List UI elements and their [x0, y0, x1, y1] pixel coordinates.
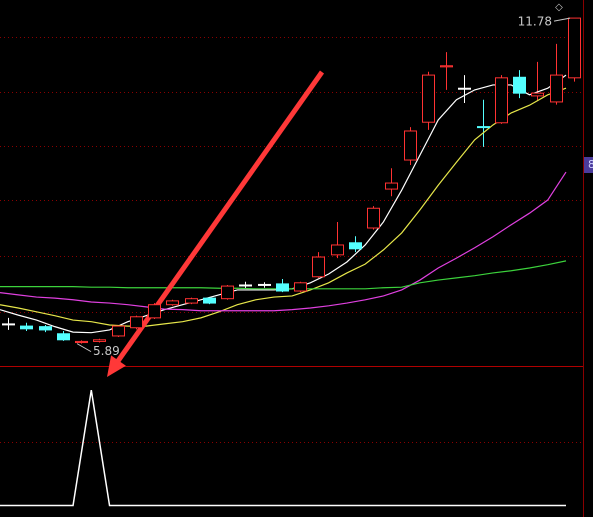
- moving-average-line: [0, 87, 567, 327]
- candle-body: [477, 126, 490, 129]
- candle-body: [495, 77, 508, 124]
- candle-body: [130, 316, 143, 329]
- annotation-layer: [107, 70, 325, 377]
- candle-body: [148, 304, 161, 319]
- candle-body: [440, 65, 453, 68]
- low-pointer: [76, 343, 92, 353]
- candle-body: [513, 76, 526, 94]
- candle-body: [385, 182, 398, 190]
- candle-body: [294, 282, 307, 292]
- candle-body: [367, 207, 380, 229]
- candle-body: [20, 325, 33, 330]
- high-label: 11.78: [518, 15, 552, 29]
- candle-body: [221, 285, 234, 300]
- high-pointer: [553, 17, 571, 22]
- candle-body: [568, 17, 581, 79]
- candle-body: [185, 298, 198, 304]
- candle-body: [239, 284, 252, 287]
- candle-body: [531, 92, 544, 97]
- candle-body: [458, 87, 471, 90]
- moving-average-line: [0, 171, 567, 312]
- candle-body: [203, 297, 216, 304]
- candle-body: [57, 333, 70, 341]
- candle-body: [166, 300, 179, 306]
- candle-body: [550, 74, 563, 103]
- low-label: 5.89: [93, 344, 120, 358]
- candle-body: [312, 256, 325, 278]
- top-symbol: ◇: [555, 2, 563, 13]
- candle-body: [422, 74, 435, 123]
- candle-body: [93, 339, 106, 342]
- candle-body: [39, 326, 52, 331]
- candle-body: [258, 283, 271, 286]
- candle-body: [276, 283, 289, 292]
- candle-body: [404, 130, 417, 161]
- candle-body: [2, 323, 15, 326]
- candle-body: [75, 340, 88, 344]
- candle-body: [349, 242, 362, 250]
- candle-body: [331, 244, 344, 256]
- candle-body: [112, 325, 125, 337]
- right-marker: 8: [588, 158, 593, 171]
- moving-average-line: [0, 74, 567, 334]
- pointer-arrowhead: [107, 355, 126, 377]
- indicator-line: [0, 389, 566, 507]
- right-marker-box: [584, 157, 593, 173]
